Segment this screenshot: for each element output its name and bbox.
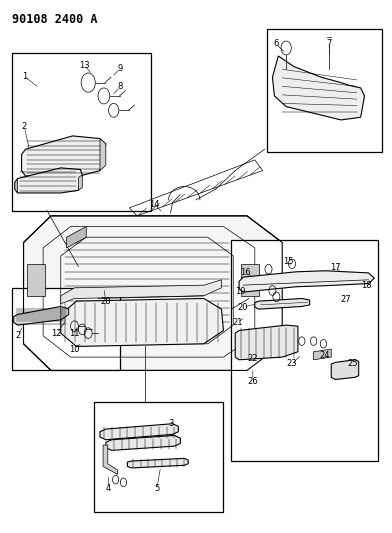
Text: 27: 27 — [340, 295, 351, 303]
Polygon shape — [100, 139, 106, 171]
Polygon shape — [255, 298, 310, 309]
Polygon shape — [61, 298, 223, 346]
Text: 4: 4 — [105, 484, 111, 493]
Polygon shape — [103, 445, 118, 474]
Text: 20: 20 — [238, 303, 248, 311]
Polygon shape — [100, 424, 178, 440]
Text: 8: 8 — [118, 83, 123, 91]
Polygon shape — [22, 136, 106, 179]
Bar — [94, 402, 223, 512]
Text: 2: 2 — [15, 332, 21, 340]
Text: 26: 26 — [247, 377, 258, 385]
Polygon shape — [15, 168, 82, 193]
Text: 9: 9 — [118, 64, 123, 72]
Text: 90108 2400 A: 90108 2400 A — [12, 13, 97, 26]
Polygon shape — [61, 306, 69, 320]
Polygon shape — [67, 227, 86, 248]
Polygon shape — [127, 458, 188, 468]
Text: 13: 13 — [79, 61, 90, 69]
Polygon shape — [27, 264, 45, 296]
Text: 10: 10 — [69, 345, 80, 353]
Bar — [12, 288, 120, 370]
Polygon shape — [106, 435, 180, 450]
Polygon shape — [15, 179, 18, 193]
Text: 18: 18 — [361, 281, 372, 290]
Text: 16: 16 — [240, 268, 250, 277]
Text: 24: 24 — [319, 351, 330, 360]
Text: 25: 25 — [348, 359, 358, 368]
Text: 11: 11 — [69, 329, 80, 337]
Polygon shape — [239, 271, 374, 292]
Text: 21: 21 — [232, 319, 242, 327]
Text: 19: 19 — [235, 287, 245, 295]
Text: 5: 5 — [154, 484, 160, 493]
Polygon shape — [78, 175, 82, 190]
Text: 3: 3 — [168, 419, 173, 428]
Polygon shape — [14, 306, 69, 325]
Text: 22: 22 — [248, 354, 258, 362]
Text: 17: 17 — [330, 263, 341, 271]
Polygon shape — [314, 349, 331, 360]
Polygon shape — [235, 325, 298, 360]
Text: 7: 7 — [327, 39, 332, 48]
Text: 12: 12 — [52, 329, 62, 337]
Text: 23: 23 — [287, 359, 298, 368]
Polygon shape — [272, 56, 365, 120]
Polygon shape — [331, 360, 359, 379]
Text: 15: 15 — [283, 257, 293, 266]
Polygon shape — [24, 216, 282, 370]
Text: 1: 1 — [22, 72, 27, 80]
Text: 28: 28 — [100, 297, 111, 306]
Bar — [12, 53, 151, 211]
Bar — [267, 29, 382, 152]
Bar — [231, 240, 378, 461]
Polygon shape — [241, 264, 259, 296]
Text: 2: 2 — [22, 123, 27, 131]
Text: 6: 6 — [273, 39, 278, 48]
Polygon shape — [61, 280, 221, 304]
Text: 14: 14 — [150, 200, 160, 208]
